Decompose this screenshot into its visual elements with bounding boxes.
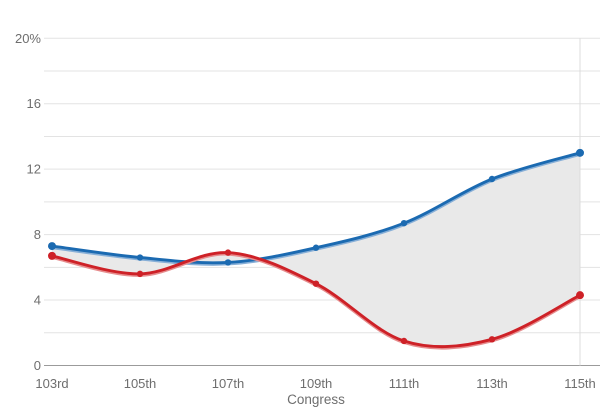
y-tick-label: 12 [27, 162, 41, 177]
red-series-point [136, 270, 144, 278]
y-tick-label: 16 [27, 96, 41, 111]
red-series-point [576, 291, 584, 300]
x-tick-label: 103rd [35, 376, 68, 391]
red-series-point [48, 251, 56, 260]
blue-series-point [224, 259, 232, 266]
y-tick-label: 8 [34, 227, 41, 242]
red-series-point [488, 336, 496, 343]
x-axis-title: Congress [287, 392, 345, 407]
blue-series-point [488, 175, 496, 183]
blue-series-point [136, 254, 144, 261]
x-tick-label: 105th [124, 376, 157, 391]
y-tick-label: 20% [15, 31, 41, 46]
x-tick-label: 113th [476, 376, 508, 391]
x-tick-label: 115th [564, 376, 596, 391]
red-series-point [312, 280, 320, 287]
y-tick-label: 0 [34, 358, 41, 373]
y-tick-label: 4 [34, 293, 41, 308]
blue-series-point [400, 219, 408, 227]
blue-series-point [48, 242, 56, 251]
x-tick-label: 109th [300, 376, 333, 391]
red-series-point [400, 337, 408, 345]
red-series-point [224, 249, 232, 256]
blue-series-point [576, 148, 584, 157]
x-tick-label: 111th [389, 376, 420, 391]
blue-series-point [312, 244, 320, 251]
x-tick-label: 107th [212, 376, 245, 391]
